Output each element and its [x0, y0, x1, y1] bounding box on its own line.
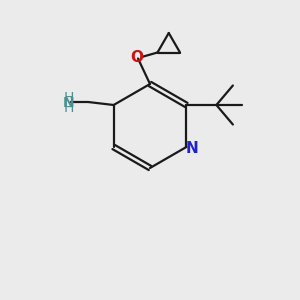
Text: O: O: [130, 50, 143, 65]
Text: N: N: [63, 96, 75, 110]
Text: H: H: [63, 92, 74, 105]
Text: N: N: [185, 141, 198, 156]
Text: H: H: [63, 101, 74, 115]
